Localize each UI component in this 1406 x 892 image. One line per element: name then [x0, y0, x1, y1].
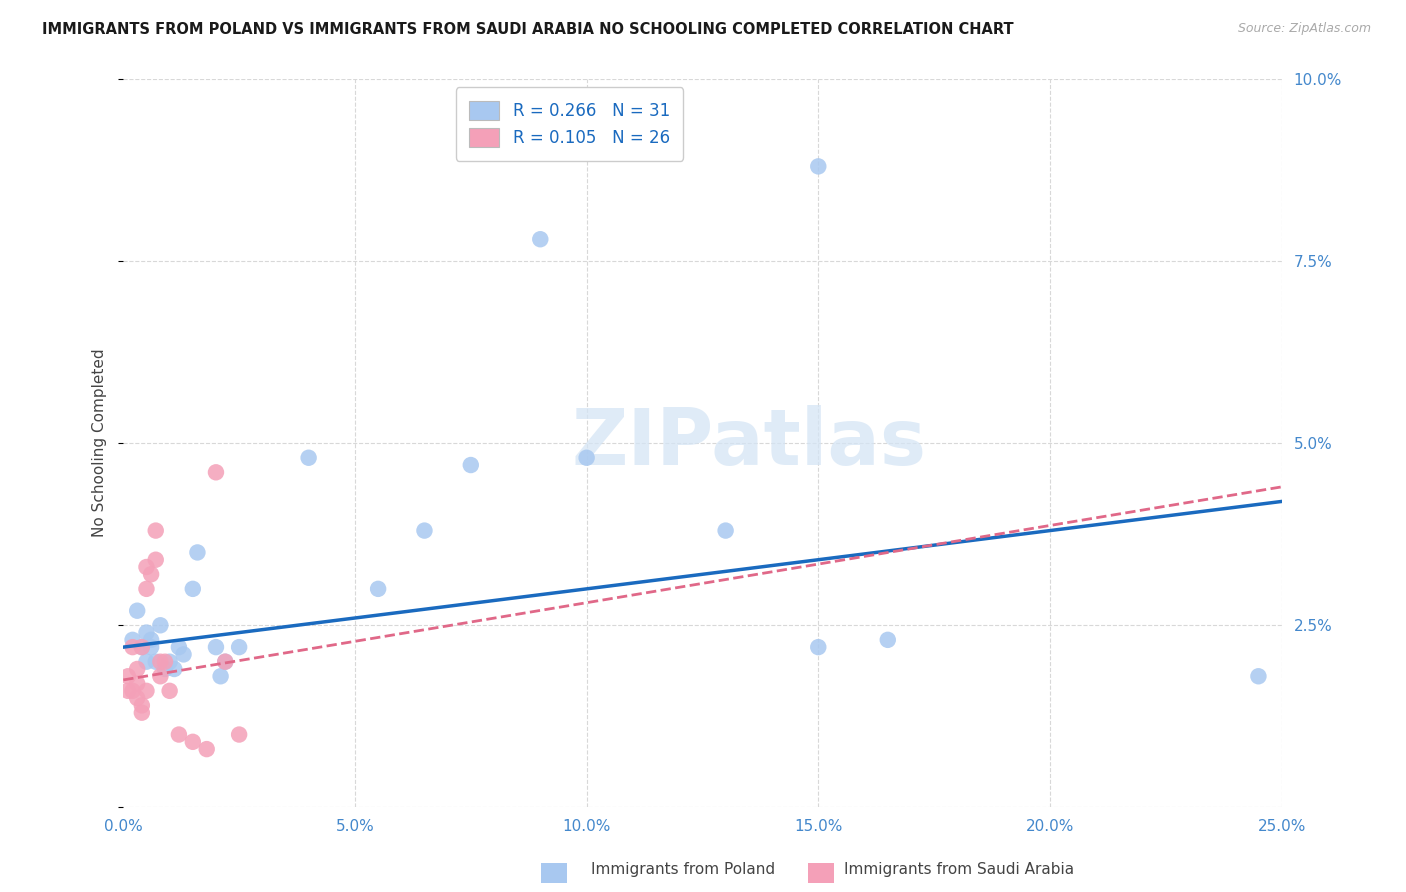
- Point: [159, 683, 181, 698]
- Point: [145, 524, 167, 538]
- Point: [117, 669, 139, 683]
- Point: [127, 662, 149, 676]
- Text: Source: ZipAtlas.com: Source: ZipAtlas.com: [1237, 22, 1371, 36]
- Point: [575, 450, 598, 465]
- Point: [149, 669, 172, 683]
- Point: [367, 582, 389, 596]
- Point: [807, 160, 830, 174]
- Point: [131, 640, 153, 654]
- Point: [121, 640, 143, 654]
- Point: [149, 618, 172, 632]
- Point: [181, 582, 204, 596]
- Point: [228, 727, 250, 741]
- Point: [139, 640, 162, 654]
- Point: [205, 640, 228, 654]
- Point: [1247, 669, 1270, 683]
- Point: [159, 655, 181, 669]
- Point: [139, 632, 162, 647]
- Point: [153, 662, 176, 676]
- Point: [121, 632, 143, 647]
- Point: [209, 669, 232, 683]
- Point: [127, 676, 149, 690]
- Point: [205, 466, 228, 480]
- Point: [167, 727, 190, 741]
- Text: IMMIGRANTS FROM POLAND VS IMMIGRANTS FROM SAUDI ARABIA NO SCHOOLING COMPLETED CO: IMMIGRANTS FROM POLAND VS IMMIGRANTS FRO…: [42, 22, 1014, 37]
- Text: Immigrants from Poland: Immigrants from Poland: [591, 863, 775, 877]
- Point: [135, 560, 157, 574]
- Point: [460, 458, 482, 472]
- Point: [127, 604, 149, 618]
- Text: ZIPatlas: ZIPatlas: [571, 405, 927, 481]
- Point: [135, 655, 157, 669]
- Point: [876, 632, 898, 647]
- Point: [214, 655, 236, 669]
- Point: [139, 567, 162, 582]
- Point: [145, 552, 167, 566]
- Point: [413, 524, 436, 538]
- Point: [529, 232, 551, 246]
- Point: [167, 640, 190, 654]
- Point: [131, 706, 153, 720]
- Point: [127, 691, 149, 706]
- Point: [131, 698, 153, 713]
- Point: [149, 655, 172, 669]
- Y-axis label: No Schooling Completed: No Schooling Completed: [93, 349, 107, 538]
- Point: [714, 524, 737, 538]
- Point: [145, 655, 167, 669]
- Point: [121, 683, 143, 698]
- Point: [117, 683, 139, 698]
- Point: [186, 545, 208, 559]
- Legend: R = 0.266   N = 31, R = 0.105   N = 26: R = 0.266 N = 31, R = 0.105 N = 26: [456, 87, 683, 161]
- Point: [214, 655, 236, 669]
- Point: [228, 640, 250, 654]
- Text: Immigrants from Saudi Arabia: Immigrants from Saudi Arabia: [844, 863, 1074, 877]
- Point: [195, 742, 218, 756]
- Point: [173, 648, 195, 662]
- Point: [135, 683, 157, 698]
- Point: [135, 582, 157, 596]
- Point: [181, 735, 204, 749]
- Point: [163, 662, 186, 676]
- Point: [807, 640, 830, 654]
- Point: [131, 640, 153, 654]
- Point: [153, 655, 176, 669]
- Point: [298, 450, 321, 465]
- Point: [135, 625, 157, 640]
